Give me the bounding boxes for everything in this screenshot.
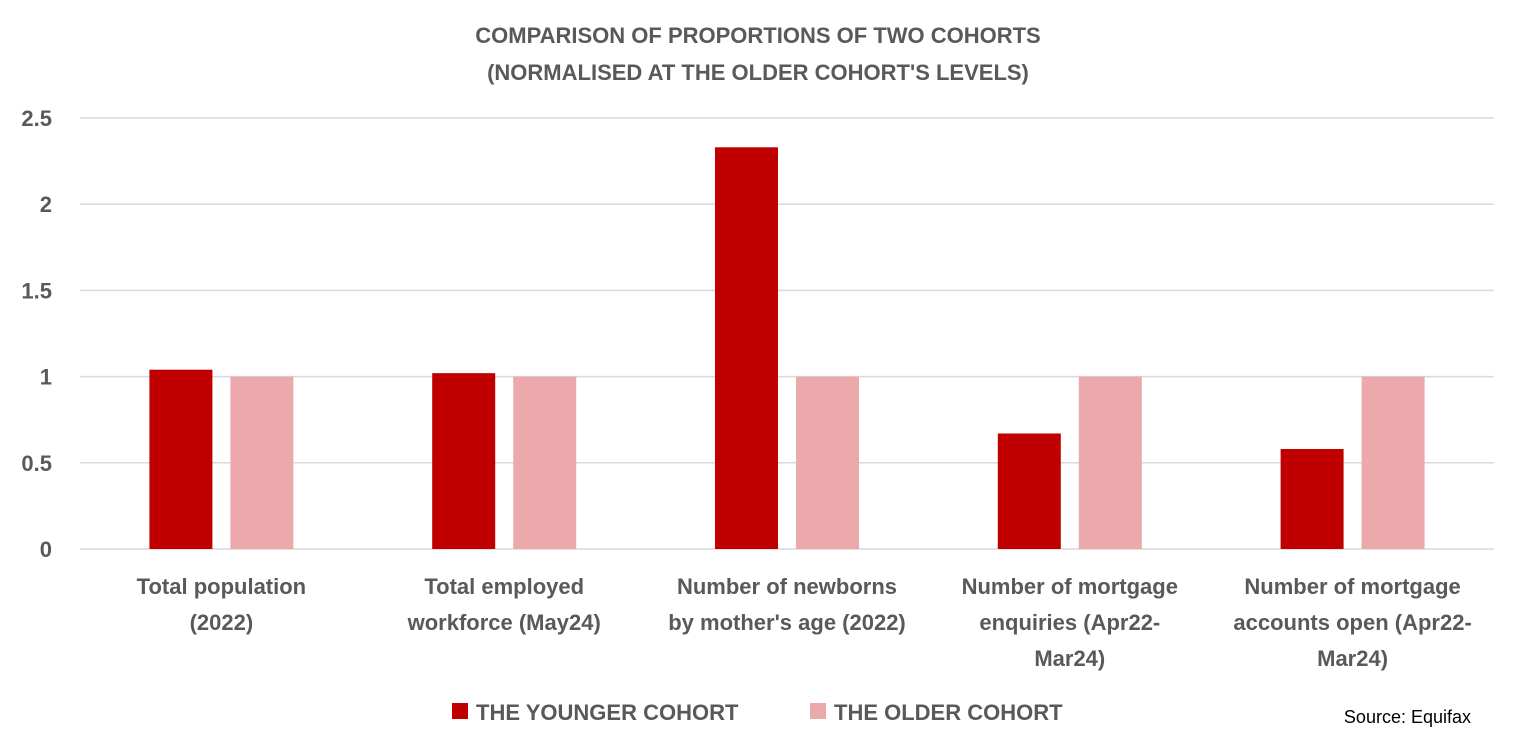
legend-swatch (452, 703, 468, 719)
x-category-label: Number of mortgage accounts open (Apr22-M… (1233, 574, 1471, 671)
bar-older-cohort (513, 376, 577, 549)
bar-older-cohort (1361, 376, 1425, 549)
bar-younger-cohort (1280, 449, 1344, 549)
x-category-label: Total employed workforce (May24) (407, 574, 601, 635)
bar-younger-cohort (432, 373, 496, 549)
y-tick-label: 1 (40, 365, 52, 390)
source-note: Source: Equifax (1344, 707, 1471, 727)
bar-younger-cohort (997, 433, 1061, 549)
bar-younger-cohort (715, 147, 778, 550)
y-tick-label: 0.5 (21, 451, 52, 476)
legend-label: THE OLDER COHORT (834, 700, 1063, 725)
bar-younger-cohort (149, 369, 213, 549)
y-tick-label: 2 (40, 192, 52, 217)
gridlines (80, 117, 1494, 550)
bar-older-cohort (230, 376, 294, 549)
y-tick-label: 0 (40, 537, 52, 562)
x-category-label: Total population (2022) (137, 574, 306, 635)
bars (149, 147, 1425, 550)
y-axis-ticks: 0 0.5 1 1.5 2 2.5 (21, 106, 52, 562)
chart-subtitle: (NORMALISED AT THE OLDER COHORT'S LEVELS… (487, 60, 1029, 85)
bar-older-cohort (1078, 376, 1142, 549)
bar-older-cohort (796, 376, 859, 549)
legend-swatch (810, 703, 826, 719)
x-category-label: Number of newborns by mother's age (2022) (668, 574, 906, 635)
chart-title: COMPARISON OF PROPORTIONS OF TWO COHORTS (475, 23, 1040, 48)
y-tick-label: 1.5 (21, 278, 52, 303)
legend-label: THE YOUNGER COHORT (476, 700, 739, 725)
x-axis-labels: Total population (2022) Total employed work… (137, 574, 1472, 671)
legend: THE YOUNGER COHORT THE OLDER COHORT (452, 700, 1063, 725)
y-tick-label: 2.5 (21, 106, 52, 131)
x-category-label: Number of mortgage enquiries (Apr22-Mar24… (962, 574, 1178, 671)
